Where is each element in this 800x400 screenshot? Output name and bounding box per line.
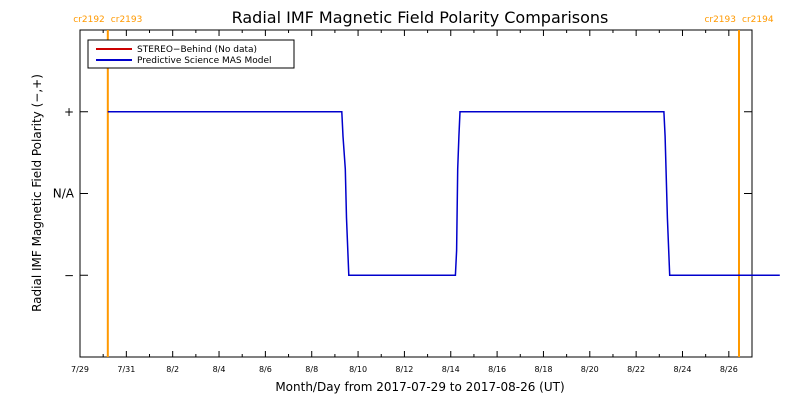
x-axis-label: Month/Day from 2017-07-29 to 2017-08-26 … <box>275 380 564 394</box>
x-tick-label: 8/22 <box>627 365 645 374</box>
legend-entry: Predictive Science MAS Model <box>137 56 272 66</box>
carrington-label-left: cr2192 <box>73 15 105 25</box>
carrington-label-right: cr2194 <box>742 15 774 25</box>
carrington-label-right: cr2193 <box>111 15 143 25</box>
series-line <box>107 111 780 277</box>
x-tick-label: 8/18 <box>534 365 552 374</box>
x-tick-label: 8/24 <box>673 365 691 374</box>
y-tick-label: N/A <box>53 187 75 201</box>
carrington-markers: cr2192 cr2193 cr2193 cr2194 <box>73 15 774 357</box>
x-tick-label: 7/29 <box>71 365 89 374</box>
legend-box <box>87 39 295 69</box>
x-tick-label: 8/10 <box>349 365 367 374</box>
x-tick-label: 8/14 <box>442 365 460 374</box>
x-tick-label: 8/26 <box>720 365 738 374</box>
x-tick-label: 8/16 <box>488 365 506 374</box>
series-lines <box>107 111 780 277</box>
plot-frame <box>79 29 753 358</box>
x-tick-label: 8/8 <box>305 365 318 374</box>
x-tick-label: 8/2 <box>166 365 179 374</box>
y-tick-label: − <box>64 268 74 282</box>
legend: STEREO−Behind (No data)Predictive Scienc… <box>87 39 295 69</box>
x-tick-label: 7/31 <box>117 365 135 374</box>
chart-title: Radial IMF Magnetic Field Polarity Compa… <box>232 8 609 27</box>
y-axis: + N/A − <box>53 105 752 282</box>
y-axis-label: Radial IMF Magnetic Field Polarity (−,+) <box>30 74 44 312</box>
legend-entry: STEREO−Behind (No data) <box>137 45 257 55</box>
x-tick-label: 8/4 <box>213 365 226 374</box>
carrington-label-left: cr2193 <box>704 15 736 25</box>
x-tick-label: 8/6 <box>259 365 272 374</box>
y-tick-label: + <box>64 105 74 119</box>
x-tick-label: 8/12 <box>395 365 413 374</box>
x-tick-label: 8/20 <box>581 365 599 374</box>
x-axis: 7/29 7/31 8/2 8/4 8/6 8/8 8/10 8/12 8/14 8/16 8/18… <box>71 30 753 374</box>
